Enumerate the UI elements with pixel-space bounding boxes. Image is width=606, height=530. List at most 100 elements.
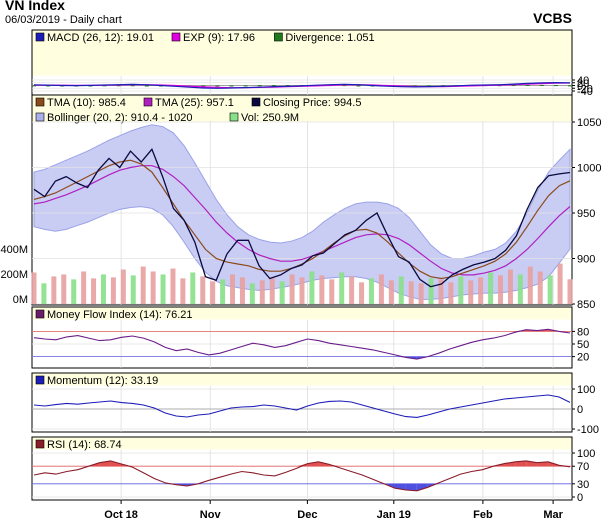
legend-label: Momentum (12): 33.19 (47, 375, 158, 387)
volume-bar (239, 277, 245, 304)
legend-label: Divergence: 1.051 (285, 32, 374, 44)
volume-bar (41, 283, 47, 304)
volume-bar (200, 276, 206, 304)
divergence-bar (511, 85, 516, 87)
volume-bar (329, 279, 335, 304)
x-tick-label: Dec (297, 509, 317, 521)
volume-bar (557, 263, 563, 304)
legend-label: Vol: 250.9M (241, 112, 299, 124)
volume-bar (398, 276, 404, 304)
overbought-fill (504, 461, 516, 467)
volume-bar (100, 274, 106, 304)
volume-bar (210, 281, 216, 304)
divergence-bar (88, 85, 93, 87)
legend-label: RSI (14): 68.74 (47, 439, 122, 451)
y-tick-label: 850 (577, 299, 595, 311)
volume-bar (269, 278, 275, 304)
legend-band-mfi (32, 307, 572, 320)
volume-bar (339, 272, 345, 304)
divergence-bar (201, 85, 206, 87)
volume-bar (349, 276, 355, 304)
volume-bar (319, 275, 325, 304)
volume-bar (81, 271, 87, 304)
legend-label: Money Flow Index (14): 76.21 (47, 309, 193, 321)
legend-label: TMA (10): 985.4 (47, 97, 126, 109)
volume-bar (438, 279, 444, 304)
legend-swatch (251, 97, 261, 107)
y-tick-label: 50 (577, 339, 589, 351)
divergence-bar (568, 85, 572, 87)
y-tick-label: 1050 (577, 117, 601, 129)
legend-band-macd (32, 30, 572, 76)
volume-bar (249, 283, 255, 304)
volume-bar (408, 281, 414, 304)
legend-band-momentum (32, 373, 572, 386)
divergence-bar (130, 85, 135, 87)
volume-bar (468, 280, 474, 304)
volume-bar (448, 282, 454, 304)
oversold-fill (405, 483, 417, 491)
x-tick-label: Mar (543, 509, 563, 521)
y-tick-label: 0 (577, 492, 583, 504)
divergence-bar (32, 85, 36, 87)
volume-bar (61, 274, 67, 304)
volume-tick-label: 400M (0, 244, 28, 256)
volume-bar (299, 277, 305, 304)
legend-band-price (32, 95, 572, 122)
y-tick-label: 1000 (577, 163, 601, 175)
y-tick-label: -40 (577, 86, 593, 98)
volume-bar (91, 278, 97, 304)
y-tick-label: 950 (577, 208, 595, 220)
y-tick-label: 20 (577, 352, 589, 364)
divergence-bar (243, 85, 248, 87)
volume-tick-label: 0M (13, 294, 28, 306)
y-tick-label: -100 (577, 424, 599, 436)
volume-bar (527, 266, 533, 304)
volume-bar (478, 277, 484, 304)
divergence-bar (271, 85, 276, 87)
volume-bar (220, 279, 226, 304)
volume-bar (359, 282, 365, 304)
x-tick-label: Jan 19 (377, 509, 411, 521)
volume-bar (71, 279, 77, 304)
volume-bar (547, 275, 553, 304)
legend-label: MACD (26, 12): 19.01 (47, 32, 154, 44)
divergence-bar (285, 85, 290, 87)
volume-bar (170, 268, 176, 304)
oversold-fill (416, 483, 428, 491)
volume-bar (51, 276, 57, 304)
volume-bar (378, 274, 384, 304)
volume-bar (110, 277, 116, 304)
y-tick-label: 20 (577, 78, 589, 90)
volume-tick-label: 200M (0, 269, 28, 281)
volume-bar (418, 283, 424, 304)
volume-bar (289, 274, 295, 304)
volume-bar (279, 281, 285, 304)
legend-label: TMA (25): 957.1 (155, 97, 234, 109)
chart-title: VN Index (5, 0, 65, 13)
divergence-bar (539, 84, 544, 86)
volume-bar (140, 266, 146, 304)
legend-swatch (35, 112, 45, 122)
rsi-line (33, 460, 571, 492)
volume-bar (428, 278, 434, 304)
volume-bar (150, 271, 156, 304)
volume-bar (120, 269, 126, 304)
y-tick-label: -20 (577, 83, 593, 95)
y-tick-label: 100 (577, 384, 595, 396)
volume-bar (309, 271, 315, 304)
legend-swatch (35, 439, 45, 449)
x-tick-label: Oct 18 (104, 509, 138, 521)
divergence-bar (525, 84, 530, 86)
divergence-bar (116, 85, 121, 87)
divergence-bar (257, 85, 262, 87)
volume-bar (517, 274, 523, 304)
divergence-bar (553, 85, 558, 87)
divergence-bar (342, 85, 347, 87)
volume-bar (180, 278, 186, 304)
macd-line (33, 81, 571, 89)
legend-swatch (274, 32, 283, 42)
volume-bar (160, 274, 166, 304)
